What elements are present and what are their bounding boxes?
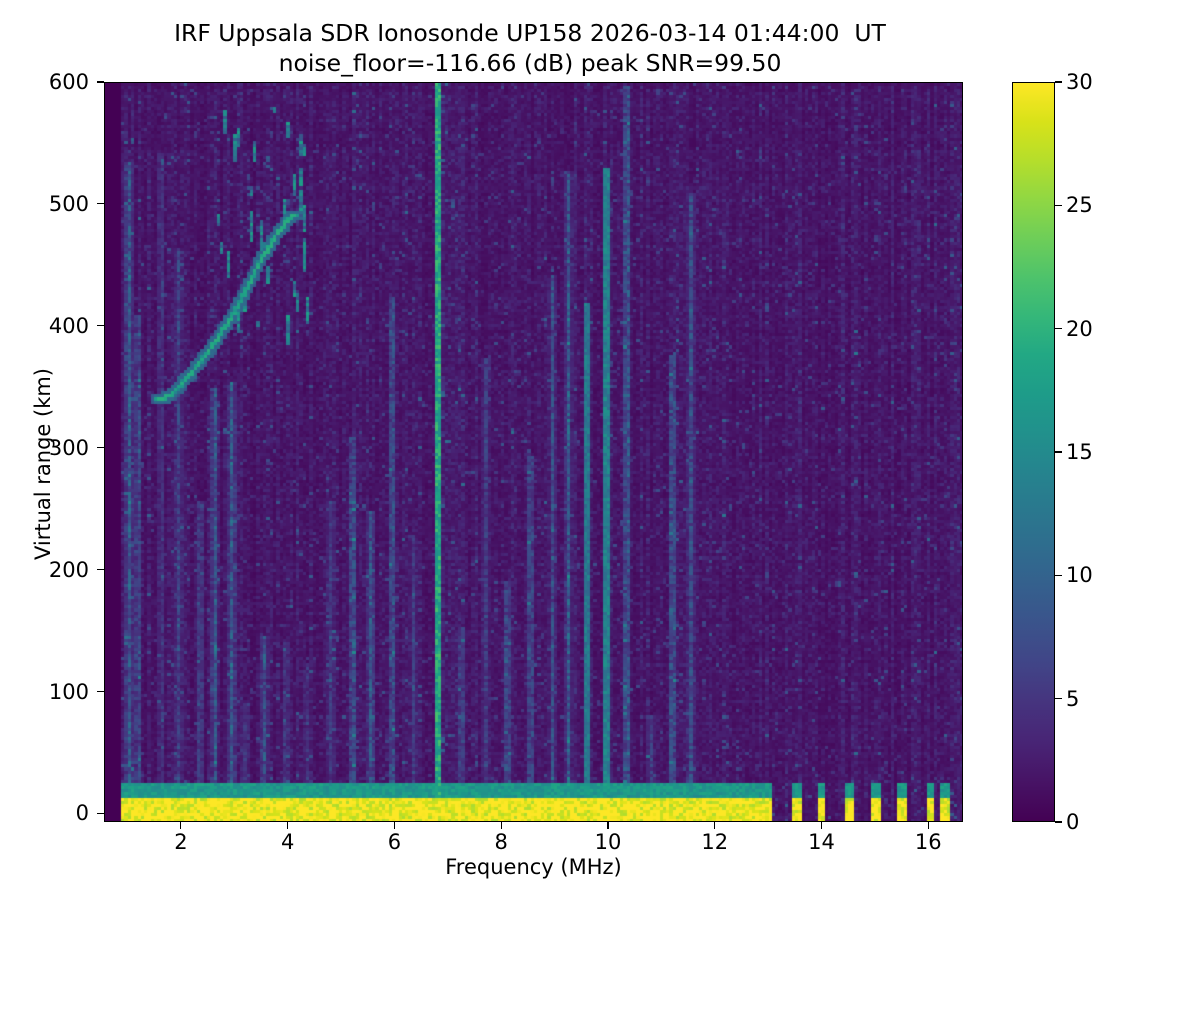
y-tick-label: 500: [48, 191, 89, 216]
y-tick-mark: [97, 569, 104, 571]
y-tick-label: 100: [48, 679, 89, 704]
y-tick-label: 200: [48, 557, 89, 582]
ionogram-heatmap[interactable]: [105, 83, 962, 821]
colorbar-tick-label: 5: [1066, 686, 1080, 711]
colorbar-tick-mark: [1055, 698, 1062, 700]
snr-colorbar[interactable]: [1012, 82, 1055, 822]
y-tick-mark: [97, 325, 104, 327]
x-tick-mark: [287, 822, 289, 829]
x-tick-mark: [500, 822, 502, 829]
x-tick-mark: [180, 822, 182, 829]
colorbar-gradient: [1013, 83, 1054, 821]
y-axis-label: Virtual range (km): [31, 367, 55, 561]
x-tick-mark: [393, 822, 395, 829]
y-tick-label: 300: [48, 435, 89, 460]
x-tick-label: 4: [280, 830, 295, 854]
colorbar-tick-label: 30: [1066, 70, 1093, 94]
x-tick-mark: [820, 822, 823, 829]
colorbar-tick-mark: [1055, 821, 1062, 823]
x-tick-label: 16: [914, 830, 942, 854]
y-tick-label: 600: [48, 70, 89, 94]
title-line-1: IRF Uppsala SDR Ionosonde UP158 2026-03-…: [174, 19, 886, 47]
x-tick-mark: [607, 822, 609, 829]
ionogram-plot-area[interactable]: [104, 82, 963, 822]
x-tick-label: 8: [494, 830, 508, 854]
y-tick-mark: [97, 447, 104, 449]
colorbar-tick-label: 10: [1066, 563, 1093, 588]
y-tick-mark: [97, 812, 104, 815]
y-tick-mark: [97, 203, 104, 205]
title-line-2: noise_floor=-116.66 (dB) peak SNR=99.50: [278, 49, 782, 78]
colorbar-tick-mark: [1055, 574, 1062, 576]
colorbar-tick-label: 25: [1066, 193, 1093, 218]
x-tick-label: 14: [808, 830, 835, 854]
figure-title: IRF Uppsala SDR Ionosonde UP158 2026-03-…: [0, 18, 1060, 78]
y-tick-mark: [97, 81, 104, 83]
colorbar-tick-mark: [1055, 81, 1062, 83]
colorbar-tick-label: 15: [1066, 440, 1093, 464]
y-tick-mark: [97, 690, 104, 693]
x-axis-label: Frequency (MHz): [445, 855, 622, 879]
y-tick-label: 400: [48, 313, 89, 338]
x-tick-label: 2: [174, 830, 188, 854]
x-tick-mark: [927, 822, 929, 829]
y-tick-label: 0: [75, 801, 89, 826]
x-tick-label: 12: [701, 830, 729, 854]
x-tick-mark: [714, 822, 716, 829]
colorbar-tick-mark: [1055, 204, 1062, 206]
colorbar-tick-mark: [1055, 451, 1062, 453]
colorbar-tick-mark: [1055, 328, 1062, 330]
colorbar-tick-label: 20: [1066, 316, 1093, 341]
colorbar-tick-label: 0: [1066, 810, 1080, 834]
x-tick-label: 10: [594, 830, 622, 854]
ionogram-figure: IRF Uppsala SDR Ionosonde UP158 2026-03-…: [0, 18, 1093, 879]
x-tick-label: 6: [387, 830, 402, 854]
